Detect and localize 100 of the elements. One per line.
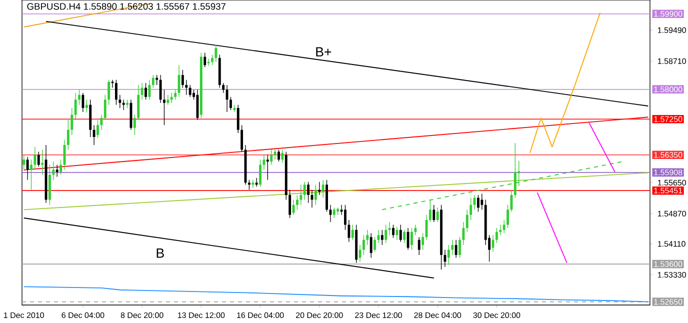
candlestick (403, 230, 406, 244)
candlestick (140, 82, 144, 100)
candlestick (41, 149, 44, 176)
y-tick-label: 1.54110 (658, 241, 686, 247)
candlestick (432, 204, 436, 222)
x-tick-label: 1 Dec 2010 (4, 312, 44, 318)
candlestick (133, 114, 136, 136)
candlestick (266, 154, 269, 180)
candlestick (410, 228, 413, 250)
y-tick-label: 1.55650 (658, 180, 686, 186)
candlestick (222, 82, 225, 94)
candlestick (278, 149, 280, 162)
annotation: B (156, 248, 164, 258)
candlestick (108, 79, 110, 106)
candlestick (214, 44, 218, 62)
candlestick (480, 193, 484, 210)
candlestick (185, 79, 188, 96)
candlestick (248, 180, 250, 190)
ref-line-label: 1.59900 (654, 11, 682, 17)
candlestick (422, 232, 424, 250)
x-tick-label: 30 Dec 20:00 (473, 312, 520, 318)
candlestick (348, 220, 350, 242)
candlestick (204, 52, 206, 68)
candlestick (477, 194, 480, 212)
candlestick (384, 224, 388, 244)
ref-line-label: 1.52650 (654, 298, 682, 305)
candlestick (296, 194, 298, 210)
candlestick (499, 224, 502, 236)
candlestick (56, 164, 58, 178)
candlestick (502, 220, 506, 234)
candlestick (447, 244, 450, 266)
candlestick (92, 124, 96, 146)
candlestick (281, 149, 284, 164)
candlestick (374, 236, 376, 252)
candlestick (70, 108, 74, 136)
candlestick (82, 92, 84, 112)
candlestick (104, 94, 106, 120)
x-tick-label: 28 Dec 04:00 (414, 312, 462, 318)
y-tick-label: 1.53330 (658, 272, 686, 278)
ref-line-label: 1.53600 (654, 261, 682, 267)
candlestick (388, 222, 391, 236)
candlestick (451, 240, 454, 256)
candlestick (362, 234, 365, 256)
candlestick (288, 189, 292, 218)
candlestick (454, 240, 458, 258)
candlestick (329, 204, 332, 222)
candlestick (85, 99, 88, 114)
x-tick-label: 23 Dec 12:00 (355, 312, 402, 318)
candlestick (414, 224, 417, 236)
ref-line-label: 1.58000 (654, 86, 682, 92)
candlestick (174, 89, 177, 100)
candlestick (303, 182, 306, 200)
candlestick (148, 79, 151, 100)
y-tick-label: 1.54870 (658, 210, 686, 216)
y-tick-label: 1.59490 (658, 27, 686, 34)
candlestick (188, 84, 192, 98)
candlestick (259, 159, 262, 187)
x-tick-label: 6 Dec 04:00 (62, 312, 104, 318)
candlestick (163, 89, 166, 126)
candlestick (314, 184, 317, 206)
candlestick (458, 236, 461, 258)
candlestick (74, 92, 77, 120)
candlestick (366, 230, 369, 246)
candlestick (30, 159, 32, 190)
candlestick (396, 226, 398, 240)
candlestick (78, 89, 80, 106)
line-series (529, 12, 601, 154)
candlestick (274, 149, 276, 160)
y-tick-label: 1.58710 (658, 58, 686, 64)
candlestick (211, 54, 214, 66)
candlestick (351, 224, 354, 240)
candlestick (137, 84, 140, 120)
candlestick (392, 224, 394, 238)
candlestick (156, 74, 158, 86)
candlestick (22, 154, 26, 170)
candlestick (96, 120, 99, 138)
candlestick (462, 222, 465, 246)
candlestick (230, 96, 232, 110)
candlestick (144, 82, 147, 100)
candlestick (170, 92, 173, 104)
candlestick (307, 182, 310, 204)
candlestick (181, 70, 184, 88)
candlestick (118, 94, 122, 108)
ref-line-label: 1.55908 (654, 170, 682, 176)
ref-line-label: 1.56350 (654, 152, 682, 158)
candlestick (240, 124, 244, 152)
candlestick (380, 230, 384, 246)
candlestick (318, 182, 321, 196)
candlestick (370, 232, 372, 258)
x-tick-label: 20 Dec 20:00 (296, 312, 343, 318)
x-tick-label: 16 Dec 04:00 (237, 312, 284, 318)
x-tick-label: 8 Dec 20:00 (120, 312, 164, 318)
candlestick (122, 99, 125, 110)
candlestick (52, 161, 55, 180)
candlestick (166, 94, 170, 106)
candlestick (344, 204, 346, 230)
candlestick (60, 159, 62, 176)
candlestick (418, 236, 420, 256)
candlestick (300, 184, 302, 206)
candlestick (34, 146, 36, 170)
